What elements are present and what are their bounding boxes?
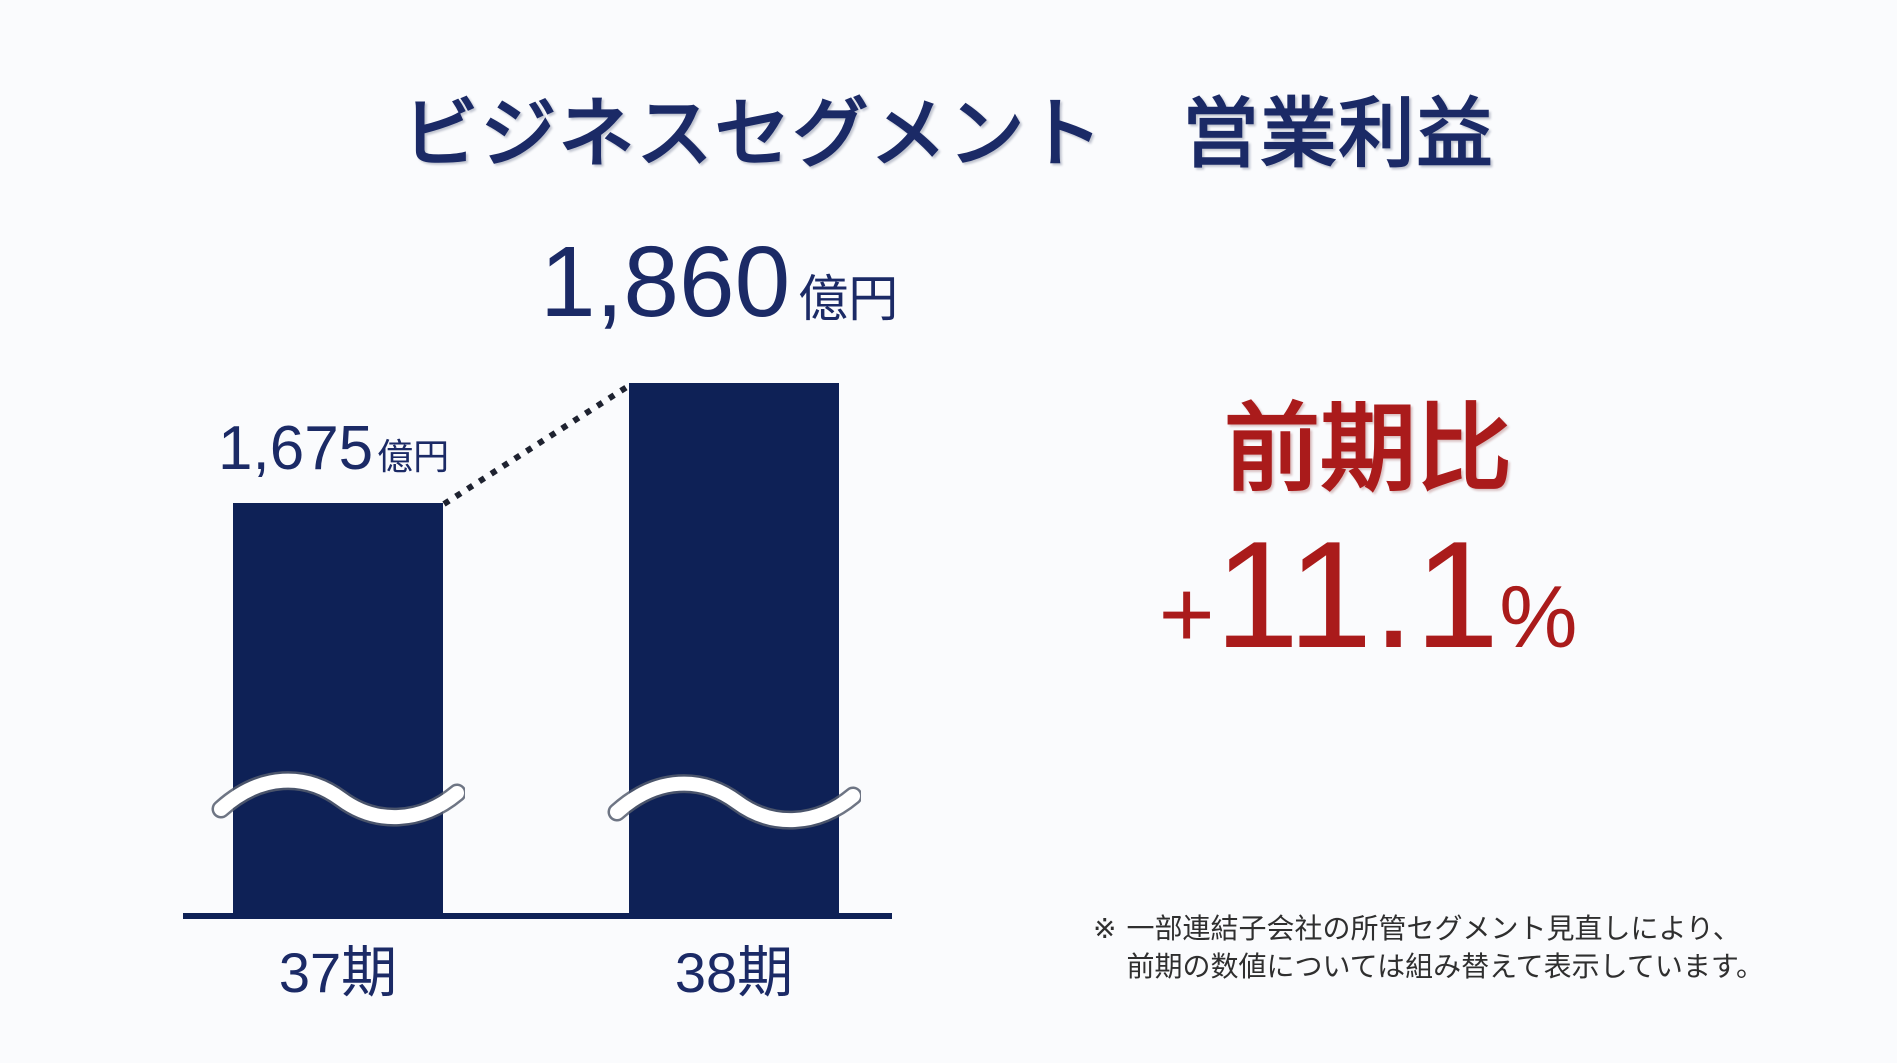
comparison-unit: % <box>1499 566 1578 666</box>
bar-value-label-37: 1,675 億円 <box>218 418 449 480</box>
bar-value-number: 1,675 <box>218 414 374 483</box>
axis-break-wave-37 <box>211 771 465 827</box>
footnote-line-2: 前期の数値については組み替えて表示しています。 <box>1126 950 1765 982</box>
comparison-number: 11.1 <box>1214 509 1500 680</box>
footnote: ※ 一部連結子会社の所管セグメント見直しにより、 前期の数値については組み替えて… <box>1093 910 1764 986</box>
comparison-label: 前期比 <box>1224 396 1512 503</box>
bar-value-unit: 億円 <box>798 271 899 327</box>
category-label-37: 37期 <box>278 941 398 1004</box>
comparison-value: +11.1% <box>1088 519 1648 671</box>
bar-37 <box>233 503 443 914</box>
bar-value-label-38: 1,860 億円 <box>540 232 898 332</box>
axis-break-wave-38 <box>607 774 861 830</box>
page-title: ビジネスセグメント 営業利益 <box>402 92 1495 177</box>
comparison-sign: + <box>1158 560 1215 668</box>
x-axis-line <box>183 913 892 919</box>
footnote-text: 一部連結子会社の所管セグメント見直しにより、 前期の数値については組み替えて表示… <box>1126 910 1764 986</box>
comparison-block: 前期比 +11.1% <box>1088 396 1648 671</box>
footnote-marker: ※ <box>1093 913 1117 944</box>
bar-value-number: 1,860 <box>540 226 791 338</box>
footnote-line-1: 一部連結子会社の所管セグメント見直しにより、 <box>1126 913 1741 944</box>
bar-value-unit: 億円 <box>377 436 450 477</box>
category-label-38: 38期 <box>674 941 794 1004</box>
